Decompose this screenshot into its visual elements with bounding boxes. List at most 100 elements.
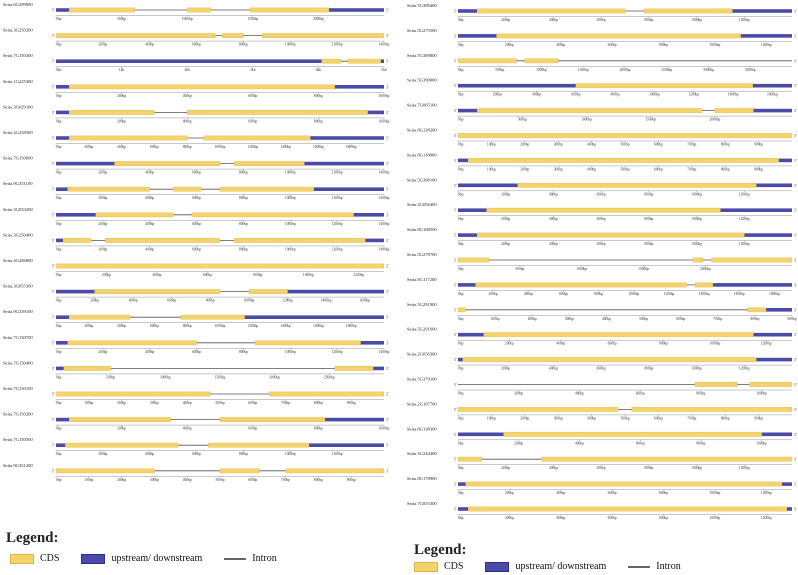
scale-tick-label: 1000bp [756,441,767,445]
three-prime-label: 3' [386,239,389,243]
three-prime-label: 3' [794,383,797,387]
scale-tick-label: 200bp [117,427,126,431]
three-prime-label: 3' [794,59,797,63]
scale-tick-label: 1000bp [691,367,702,371]
scale-tick-label: 1000bp [576,267,587,271]
scale-tick-label: 1000bp [756,392,767,396]
scale-tick-label: 1200bp [664,292,675,296]
scale-tick-label: 0bp [56,324,62,328]
downstream-region [740,34,792,38]
scale-tick-label: 1200bp [247,324,258,328]
upstream-region [458,332,484,337]
scale-tick-label: 1400bp [321,299,332,303]
scale-tick-label: 800bp [239,171,248,175]
scale-tick-label: 4kb [316,68,322,72]
scale-tick-label: 700bp [687,416,696,420]
scale-tick-label: 900bp [347,401,356,405]
scale-tick-label: 1600bp [734,292,745,296]
five-prime-label: 5' [454,209,457,213]
cds-exon [476,232,745,238]
scale-tick-label: 0bp [458,167,464,171]
cds-exon [457,407,619,412]
five-prime-label: 5' [52,162,55,166]
scale-tick-label: 200bp [98,171,107,175]
scale-tick-label: 800bp [644,367,653,371]
three-prime-label: 3' [386,393,389,397]
gene-name: Seita.5G398100 [407,177,437,182]
scale-tick-label: 200bp [90,299,99,303]
scale-tick-label: 0bp [458,416,464,420]
scale-tick-label: 800bp [659,43,668,47]
scale-tick-label: 700bp [281,478,290,482]
scale-tick-label: 0bp [56,94,62,98]
five-prime-label: 5' [454,59,457,63]
gene-name: Seita.7G150500 [3,437,33,442]
upstream-region [458,183,518,188]
scale-tick-label: 900bp [754,143,763,147]
scale-tick-label: 600bp [597,367,606,371]
five-prime-label: 5' [52,239,55,243]
cds-exon [575,83,753,89]
downstream-region [360,341,384,345]
scale-tick-label: 600bp [248,401,257,405]
three-prime-label: 3' [794,308,797,312]
scale-tick-label: 800bp [644,18,653,22]
scale-tick-label: 1600bp [313,145,324,149]
cds-exon [191,212,354,218]
legend-right: Legend: [414,542,467,559]
three-prime-label: 3' [386,341,389,345]
scale-tick-label: 0bp [458,392,464,396]
scale-tick-label: 0bp [458,317,464,321]
scale-tick-label: 200bp [501,367,510,371]
scale-tick-label: 500bp [117,17,126,21]
five-prime-label: 5' [454,134,457,138]
downstream-region [380,59,384,63]
cds-exon [541,456,793,462]
cds-exon [714,108,754,113]
upstream-region [56,417,70,422]
gene-name: Seita.8G138300 [407,426,437,431]
scale-tick-label: 0bp [458,367,464,371]
cds-exon [254,340,361,346]
scale-tick-label: 600bp [654,416,663,420]
gene-name: Seita.7G055300 [407,501,437,506]
cds-exon [172,186,202,192]
scale-tick-label: 900bp [347,478,356,482]
scale-tick-label: 600bp [597,217,606,221]
gene-name: Seita.7G150400 [3,360,33,365]
scale-tick-label: 1200bp [739,242,750,246]
five-prime-label: 5' [52,188,55,192]
five-prime-label: 5' [454,408,457,412]
scale-tick-label: 400bp [145,350,154,354]
scale-tick-label: 700bp [713,317,722,321]
scale-tick-label: 900bp [754,416,763,420]
three-prime-label: 3' [794,209,797,213]
scale-tick-label: 500bp [106,375,115,379]
three-prime-label: 3' [794,508,797,512]
three-prime-label: 3' [794,358,797,362]
downstream-region [753,332,792,337]
downstream-region [786,507,792,511]
scale-tick-label: 200bp [501,217,510,221]
three-prime-label: 3' [386,418,389,422]
scale-tick-label: 1000bp [215,145,226,149]
five-prime-label: 5' [52,316,55,320]
scale-tick-label: 800bp [750,317,759,321]
gene-name: Seita.2G107700 [407,401,437,406]
intron-swatch [224,557,247,560]
five-prime-label: 5' [454,358,457,362]
scale-tick-label: 200bp [501,192,510,196]
scale-tick-label: 1200bp [353,273,364,277]
scale-tick-label: 2kb [185,68,191,72]
scale-tick-label: 400bp [549,192,558,196]
scale-tick-label: 200bp [98,350,107,354]
five-prime-label: 5' [454,508,457,512]
scale-tick-label: 1200bp [332,43,343,47]
scale-tick-label: 800bp [644,217,653,221]
scale-tick-label: 0bp [458,68,464,72]
cds-exon [465,481,782,487]
downstream-region [732,9,792,13]
scale-tick-label: 2000bp [700,267,711,271]
five-prime-label: 5' [454,109,457,113]
scale-tick-label: 600bp [192,247,201,251]
